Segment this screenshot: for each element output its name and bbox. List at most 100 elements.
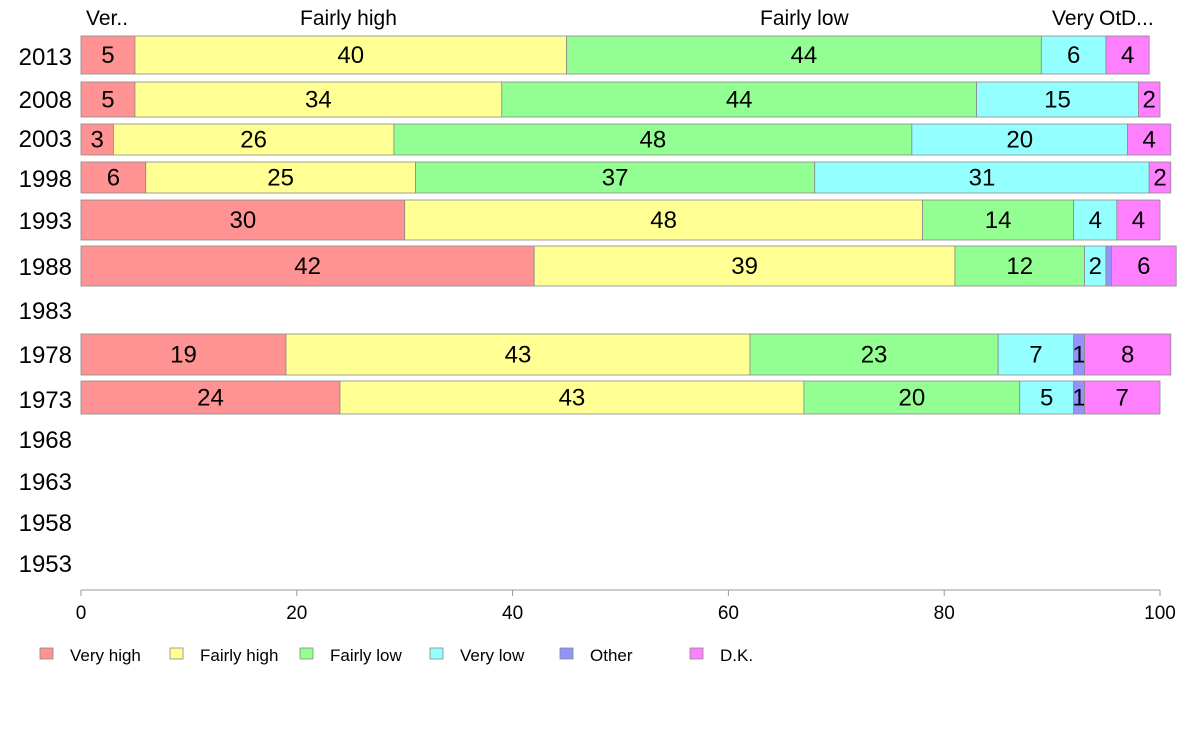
bar-label-1993-very-high: 30 xyxy=(229,207,256,234)
bar-label-1988-fairly-high: 39 xyxy=(731,253,758,280)
bar-label-1978-fairly-low: 23 xyxy=(861,342,888,369)
bar-label-1993-very-low: 4 xyxy=(1089,207,1102,234)
bar-label-1978-d-k-: 8 xyxy=(1121,342,1134,369)
bar-label-1998-very-high: 6 xyxy=(107,165,120,192)
bar-label-1988-very-high: 42 xyxy=(294,253,321,280)
bar-label-2008-d-k-: 2 xyxy=(1143,87,1156,114)
bar-1988-d-k- xyxy=(1111,245,1177,287)
bar-label-1973-very-low: 5 xyxy=(1040,385,1053,412)
bar-2008-very-high xyxy=(80,81,136,118)
bar-label-2013-fairly-low: 44 xyxy=(791,42,818,69)
bar-1978-fairly-low xyxy=(749,333,999,376)
x-tick-label-80: 80 xyxy=(934,603,955,624)
top-label-4: Ot xyxy=(1099,7,1121,30)
top-label-0: Ver.. xyxy=(86,7,128,30)
bar-label-2008-fairly-low: 44 xyxy=(726,87,753,114)
bar-2013-fairly-high xyxy=(134,35,567,75)
bar-1988-fairly-low xyxy=(954,245,1085,287)
year-label-1983: 1983 xyxy=(19,298,72,325)
top-category-labels: Ver.. Fairly high Fairly low Very Ot D... xyxy=(86,7,1154,30)
bar-label-2008-very-high: 5 xyxy=(101,87,114,114)
bar-label-1993-d-k-: 4 xyxy=(1132,207,1145,234)
bar-1988-other xyxy=(1105,245,1112,287)
bar-1973-very-high xyxy=(80,380,341,415)
x-axis: 0 20 40 60 80 100 xyxy=(76,589,1176,624)
bar-2003-fairly-high xyxy=(112,123,395,156)
year-label-1988: 1988 xyxy=(19,254,72,281)
bar-1993-d-k- xyxy=(1116,199,1161,241)
bar-1998-d-k- xyxy=(1148,161,1172,194)
top-label-5: D... xyxy=(1121,7,1154,30)
year-label-1963: 1963 xyxy=(19,469,72,496)
bar-label-1998-d-k-: 2 xyxy=(1153,165,1166,192)
year-label-2003: 2003 xyxy=(19,126,72,153)
bar-2008-fairly-high xyxy=(134,81,503,118)
legend-swatch-other xyxy=(559,647,574,660)
bar-label-2013-fairly-high: 40 xyxy=(337,42,364,69)
bar-2008-very-low xyxy=(976,81,1139,118)
x-tick-label-100: 100 xyxy=(1144,603,1176,624)
bar-label-2003-very-low: 20 xyxy=(1006,127,1033,154)
bar-2003-fairly-low xyxy=(393,123,913,156)
year-label-1968: 1968 xyxy=(19,427,72,454)
x-tick-label-0: 0 xyxy=(76,603,87,624)
year-axis: 2013 2008 2003 1998 1993 1988 1983 1978 1973 1968… xyxy=(19,44,72,578)
bar-label-1993-fairly-high: 48 xyxy=(650,207,677,234)
legend-swatch-fairly-low xyxy=(299,647,314,660)
bar-label-2013-d-k-: 4 xyxy=(1121,42,1134,69)
bar-label-2013-very-high: 5 xyxy=(101,42,114,69)
bar-2013-d-k- xyxy=(1105,35,1150,75)
legend-label-very-low: Very low xyxy=(460,646,525,665)
bar-2008-fairly-low xyxy=(501,81,977,118)
bar-label-1993-fairly-low: 14 xyxy=(985,207,1012,234)
bar-2013-fairly-low xyxy=(566,35,1042,75)
bar-label-1973-fairly-low: 20 xyxy=(898,385,925,412)
bar-1973-d-k- xyxy=(1084,380,1161,415)
bar-label-1978-very-low: 7 xyxy=(1029,342,1042,369)
legend-label-other: Other xyxy=(590,646,633,665)
bar-1988-very-high xyxy=(80,245,535,287)
bar-1998-fairly-high xyxy=(145,161,416,194)
bar-1988-fairly-high xyxy=(533,245,956,287)
bar-1998-fairly-low xyxy=(415,161,816,194)
bar-label-1973-fairly-high: 43 xyxy=(559,385,586,412)
bar-1993-fairly-low xyxy=(922,199,1075,241)
bar-1998-very-high xyxy=(80,161,147,194)
legend-swatch-very-low xyxy=(429,647,444,660)
bars-area: 5 40 44 6 45 34 44 15 23 26 48 20 46 25 37 31 230 48 14 4 44… xyxy=(80,35,1177,415)
legend-swatch-d-k- xyxy=(689,647,704,660)
bar-label-2003-fairly-low: 48 xyxy=(640,127,667,154)
x-tick-label-60: 60 xyxy=(718,603,739,624)
legend-label-fairly-low: Fairly low xyxy=(330,646,403,665)
bar-2003-very-high xyxy=(80,123,114,156)
bar-label-1973-other: 1 xyxy=(1072,385,1085,412)
x-tick-label-40: 40 xyxy=(502,603,523,624)
year-label-1958: 1958 xyxy=(19,510,72,537)
bar-label-2008-fairly-high: 34 xyxy=(305,87,332,114)
bar-label-1973-very-high: 24 xyxy=(197,385,224,412)
bar-label-1978-very-high: 19 xyxy=(170,342,197,369)
bar-label-2003-d-k-: 4 xyxy=(1143,127,1156,154)
top-label-3: Very xyxy=(1052,7,1095,30)
x-tick-label-20: 20 xyxy=(286,603,307,624)
bar-2003-very-low xyxy=(911,123,1129,156)
bar-label-1998-very-low: 31 xyxy=(969,165,996,192)
legend-swatch-fairly-high xyxy=(169,647,184,660)
bar-label-1978-other: 1 xyxy=(1072,342,1085,369)
year-label-1978: 1978 xyxy=(19,342,72,369)
bar-label-1973-d-k-: 7 xyxy=(1116,385,1129,412)
bar-label-1988-d-k-: 6 xyxy=(1137,253,1150,280)
year-label-2008: 2008 xyxy=(19,87,72,114)
top-label-2: Fairly low xyxy=(760,7,850,30)
bar-label-1998-fairly-high: 25 xyxy=(267,165,294,192)
bar-label-2013-very-low: 6 xyxy=(1067,42,1080,69)
bar-1973-fairly-high xyxy=(339,380,805,415)
year-label-1998: 1998 xyxy=(19,166,72,193)
bar-1998-very-low xyxy=(814,161,1150,194)
top-label-1: Fairly high xyxy=(300,7,397,30)
bar-1978-very-low xyxy=(997,333,1075,376)
legend-label-very-high: Very high xyxy=(70,646,141,665)
bar-2003-d-k- xyxy=(1127,123,1172,156)
bar-label-2008-very-low: 15 xyxy=(1044,87,1071,114)
legend: Very high Fairly high Fairly low Very low Ot… xyxy=(39,646,753,665)
